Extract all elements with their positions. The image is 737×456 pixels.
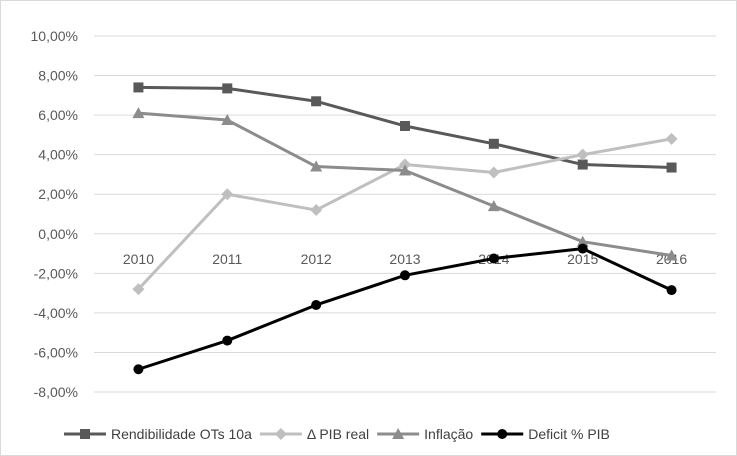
data-point: [576, 235, 589, 247]
data-point: [666, 162, 677, 173]
y-tick-label: 8,00%: [38, 68, 78, 84]
data-point: [133, 82, 144, 93]
series-lines: [132, 82, 678, 375]
data-point: [222, 83, 233, 94]
legend-item-1: Δ PIB real: [259, 426, 369, 442]
x-tick-label: 2011: [212, 251, 242, 267]
data-point: [400, 270, 410, 281]
legend-item-3: Deficit % PIB: [481, 426, 610, 442]
data-point: [133, 364, 144, 375]
series-2: [132, 107, 678, 261]
data-point: [576, 148, 589, 161]
data-point: [132, 283, 145, 296]
data-point: [310, 204, 323, 217]
y-tick-label: -6,00%: [34, 344, 78, 360]
legend-marker: [80, 429, 90, 439]
data-point: [310, 160, 323, 172]
y-tick-label: -4,00%: [34, 305, 78, 321]
data-point: [577, 159, 588, 170]
x-tick-label: 2010: [123, 251, 154, 267]
legend-label: Deficit % PIB: [528, 426, 610, 442]
legend-marker: [274, 428, 287, 440]
data-point: [488, 253, 499, 264]
y-tick-label: -8,00%: [34, 384, 78, 400]
y-tick-label: 0,00%: [38, 226, 78, 242]
y-tick-label: 4,00%: [38, 147, 78, 163]
data-point: [665, 132, 678, 145]
y-axis-ticks: 10,00% 8,00% 6,00% 4,00% 2,00% 0,00% -2,00% -4,…: [31, 28, 78, 400]
gridlines: [94, 35, 716, 393]
data-point: [666, 285, 677, 296]
legend-marker: [392, 428, 405, 439]
data-point: [132, 107, 145, 119]
y-tick-label: -2,00%: [34, 265, 78, 281]
data-point: [399, 164, 411, 176]
legend-marker: [497, 429, 508, 439]
legend-label: Rendibilidade OTs 10a: [111, 426, 252, 442]
data-point: [487, 166, 500, 179]
data-point: [221, 188, 234, 201]
data-point: [487, 200, 500, 212]
y-tick-label: 2,00%: [38, 186, 78, 202]
data-point: [665, 249, 678, 261]
series-3: [133, 243, 677, 375]
x-tick-label: 2013: [389, 251, 420, 267]
x-tick-label: 2012: [301, 251, 332, 267]
legend: Rendibilidade OTs 10a Δ PIB real Inflação D…: [64, 426, 610, 442]
data-point: [221, 114, 234, 126]
data-point: [488, 138, 499, 149]
legend-label: Δ PIB real: [307, 426, 369, 442]
data-point: [222, 335, 233, 346]
data-point: [311, 96, 322, 107]
legend-label: Inflação: [424, 426, 473, 442]
x-tick-label: 2015: [567, 251, 598, 267]
x-axis-ticks: 2010201120122013201420152016: [123, 251, 688, 267]
y-tick-label: 10,00%: [31, 28, 78, 44]
data-point: [400, 120, 410, 131]
series-0: [133, 82, 677, 173]
legend-item-0: Rendibilidade OTs 10a: [64, 426, 252, 442]
legend-item-2: Inflação: [377, 426, 473, 442]
data-point: [311, 299, 322, 310]
data-point: [577, 243, 588, 254]
y-tick-label: 6,00%: [38, 107, 78, 123]
